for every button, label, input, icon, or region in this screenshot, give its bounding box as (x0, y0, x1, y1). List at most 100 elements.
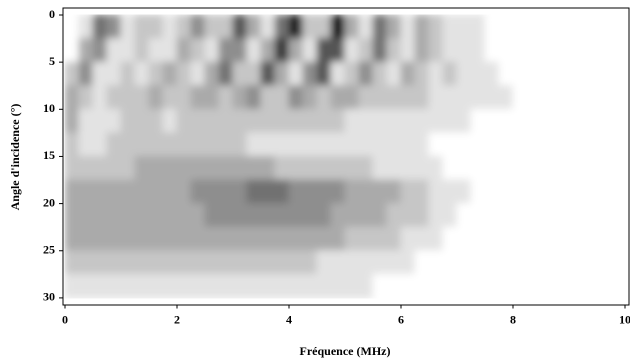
heatmap-cell (568, 108, 584, 134)
heatmap-cell (64, 250, 80, 275)
heatmap-cell (610, 250, 626, 275)
heatmap-cell (470, 85, 486, 110)
heatmap-cell (484, 155, 500, 181)
heatmap-cell (344, 203, 360, 228)
heatmap-cell (470, 203, 486, 228)
heatmap-cell (330, 38, 346, 63)
heatmap-cell (372, 203, 388, 228)
heatmap-cell (64, 203, 80, 228)
heatmap-cell (232, 85, 248, 110)
heatmap-cell (274, 85, 290, 110)
heatmap-cell (456, 155, 472, 181)
heatmap-cell (568, 250, 584, 275)
heatmap-cell (400, 85, 416, 110)
heatmap-cell (498, 14, 514, 40)
heatmap-cell (134, 250, 150, 275)
heatmap-cell (134, 85, 150, 110)
heatmap-cell (414, 226, 430, 252)
heatmap-cell (498, 61, 514, 87)
heatmap-cell (148, 273, 164, 299)
heatmap-cell (582, 38, 598, 63)
heatmap-cell (428, 38, 444, 63)
heatmap-cell (162, 250, 178, 275)
heatmap-cell (372, 61, 388, 87)
heatmap-cell (610, 273, 626, 299)
heatmap-cell (302, 179, 318, 205)
heatmap-cell (134, 226, 150, 252)
heatmap-cell (64, 14, 80, 40)
heatmap-cell (106, 250, 122, 275)
heatmap-cell (274, 203, 290, 228)
heatmap-cell (526, 250, 542, 275)
heatmap-cell (64, 108, 80, 134)
heatmap-cell (400, 203, 416, 228)
heatmap-cell (176, 132, 192, 157)
heatmap-cell (582, 14, 598, 40)
heatmap-cell (190, 250, 206, 275)
heatmap-cell (568, 14, 584, 40)
heatmap-cell (316, 132, 332, 157)
heatmap-cell (344, 108, 360, 134)
heatmap-cell (78, 203, 94, 228)
heatmap-cell (512, 155, 528, 181)
heatmap-cell (274, 38, 290, 63)
x-axis-label: Fréquence (MHz) (300, 344, 391, 358)
heatmap-cell (246, 250, 262, 275)
heatmap-cell (400, 155, 416, 181)
x-tick-label: 8 (510, 312, 516, 326)
heatmap-cell (330, 250, 346, 275)
heatmap-cell (218, 38, 234, 63)
heatmap-cell (274, 14, 290, 40)
heatmap-cell (162, 203, 178, 228)
heatmap-cell (372, 179, 388, 205)
heatmap-cell (456, 250, 472, 275)
heatmap-cell (498, 273, 514, 299)
heatmap-cell (274, 132, 290, 157)
heatmap-cell (78, 61, 94, 87)
heatmap-cell (554, 273, 570, 299)
heatmap-cell (274, 226, 290, 252)
heatmap-cell (512, 273, 528, 299)
heatmap-cell (428, 132, 444, 157)
heatmap-cell (456, 85, 472, 110)
heatmap-cell (568, 203, 584, 228)
heatmap-cell (260, 250, 276, 275)
heatmap-cell (260, 14, 276, 40)
heatmap-cell (190, 179, 206, 205)
heatmap-cell (526, 132, 542, 157)
heatmap-cell (512, 132, 528, 157)
heatmap-cell (316, 226, 332, 252)
heatmap-cell (512, 203, 528, 228)
heatmap-cell (554, 61, 570, 87)
heatmap-cell (414, 250, 430, 275)
heatmap-cell (498, 226, 514, 252)
heatmap-cell (148, 226, 164, 252)
heatmap-cell (414, 14, 430, 40)
heatmap-cell (120, 14, 136, 40)
heatmap-cell (204, 38, 220, 63)
heatmap-cell (218, 203, 234, 228)
heatmap-cell (316, 155, 332, 181)
heatmap-cell (190, 85, 206, 110)
heatmap-cell (330, 155, 346, 181)
heatmap-cell (204, 226, 220, 252)
heatmap-cell (176, 250, 192, 275)
heatmap-cell (484, 38, 500, 63)
heatmap-cell (148, 85, 164, 110)
heatmap-cell (232, 38, 248, 63)
heatmap-cell (498, 108, 514, 134)
heatmap-cell (372, 273, 388, 299)
heatmap-cell (470, 108, 486, 134)
heatmap-cell (568, 61, 584, 87)
heatmap-cell (260, 38, 276, 63)
heatmap-cell (288, 85, 304, 110)
heatmap-cell (316, 179, 332, 205)
heatmap-cell (246, 38, 262, 63)
heatmap-cell (134, 273, 150, 299)
heatmap-cell (470, 14, 486, 40)
y-tick-label: 0 (49, 7, 55, 21)
heatmap-cell (456, 14, 472, 40)
heatmap-cell (540, 179, 556, 205)
heatmap-cell (190, 132, 206, 157)
heatmap-cell (512, 85, 528, 110)
